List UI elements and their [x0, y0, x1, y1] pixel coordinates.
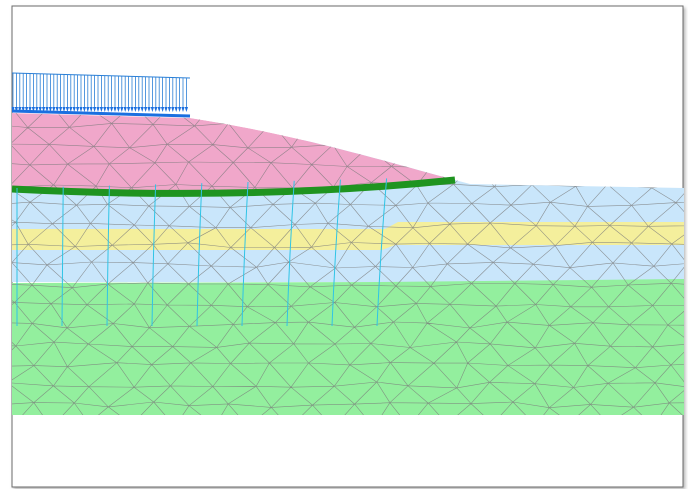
arrow-head [25, 107, 29, 112]
arrow-head [86, 107, 90, 112]
arrow-head [42, 107, 46, 112]
drain [106, 185, 110, 327]
arrow-head [154, 107, 158, 112]
arrow-head [130, 107, 134, 112]
arrow-head [28, 107, 32, 112]
arrow-head [106, 107, 110, 112]
drain [241, 181, 249, 327]
drain [151, 184, 157, 327]
load-top [11, 72, 191, 79]
arrow-head [116, 107, 120, 112]
arrow-head [79, 107, 83, 112]
drain [376, 178, 388, 327]
arrow-head [11, 107, 15, 112]
arrow-head [96, 107, 100, 112]
arrow-head [140, 107, 144, 112]
arrow-head [82, 107, 86, 112]
arrow-head [65, 107, 69, 112]
arrow-head [127, 107, 131, 112]
arrow-head [59, 107, 63, 112]
geotextile [11, 176, 456, 197]
arrow-head [171, 107, 175, 112]
arrow-head [35, 107, 39, 112]
arrow-head [123, 107, 127, 112]
arrow-head [174, 107, 178, 112]
arrow-head [93, 107, 97, 112]
arrow-head [161, 107, 165, 112]
load-base [11, 109, 191, 118]
arrow-head [69, 107, 73, 112]
arrow-head [144, 107, 148, 112]
arrow-head [52, 107, 56, 112]
drain [61, 186, 64, 327]
arrow-head [110, 107, 114, 112]
arrow-head [120, 107, 124, 112]
arrow-head [103, 107, 107, 112]
arrow-head [157, 107, 161, 112]
arrow-head [55, 107, 59, 112]
arrow-head [178, 107, 182, 112]
drains [16, 178, 388, 327]
drain [331, 179, 341, 327]
arrow-head [48, 107, 52, 112]
arrow-head [18, 107, 22, 112]
arrow-head [99, 107, 103, 112]
drain [196, 183, 203, 327]
arrow-head [14, 107, 18, 112]
arrow-head [89, 107, 93, 112]
arrow-head [147, 107, 151, 112]
arrow-head [164, 107, 168, 112]
drain [286, 180, 295, 327]
arrow-head [167, 107, 171, 112]
arrow-head [76, 107, 80, 112]
arrow-head [72, 107, 76, 112]
embankment [12, 113, 455, 194]
arrow-head [21, 107, 25, 112]
distributed-load [11, 72, 191, 118]
arrow-head [133, 107, 137, 112]
base-layer [12, 279, 684, 415]
arrow-head [150, 107, 154, 112]
arrow-head [45, 107, 49, 112]
arrow-head [113, 107, 117, 112]
arrow-head [38, 107, 42, 112]
arrow-head [181, 107, 185, 112]
arrow-head [184, 107, 188, 112]
arrow-head [31, 107, 35, 112]
arrow-head [62, 107, 66, 112]
arrow-head [137, 107, 141, 112]
